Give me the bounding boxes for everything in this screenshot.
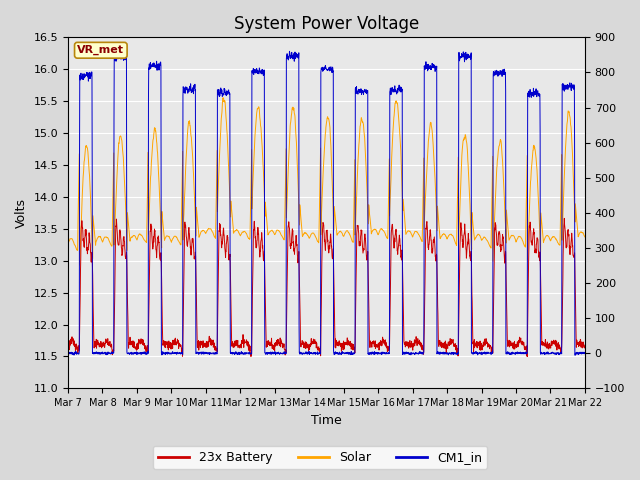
Y-axis label: Volts: Volts bbox=[15, 198, 28, 228]
X-axis label: Time: Time bbox=[311, 414, 342, 427]
Text: VR_met: VR_met bbox=[77, 45, 124, 55]
Title: System Power Voltage: System Power Voltage bbox=[234, 15, 419, 33]
Legend: 23x Battery, Solar, CM1_in: 23x Battery, Solar, CM1_in bbox=[153, 446, 487, 469]
